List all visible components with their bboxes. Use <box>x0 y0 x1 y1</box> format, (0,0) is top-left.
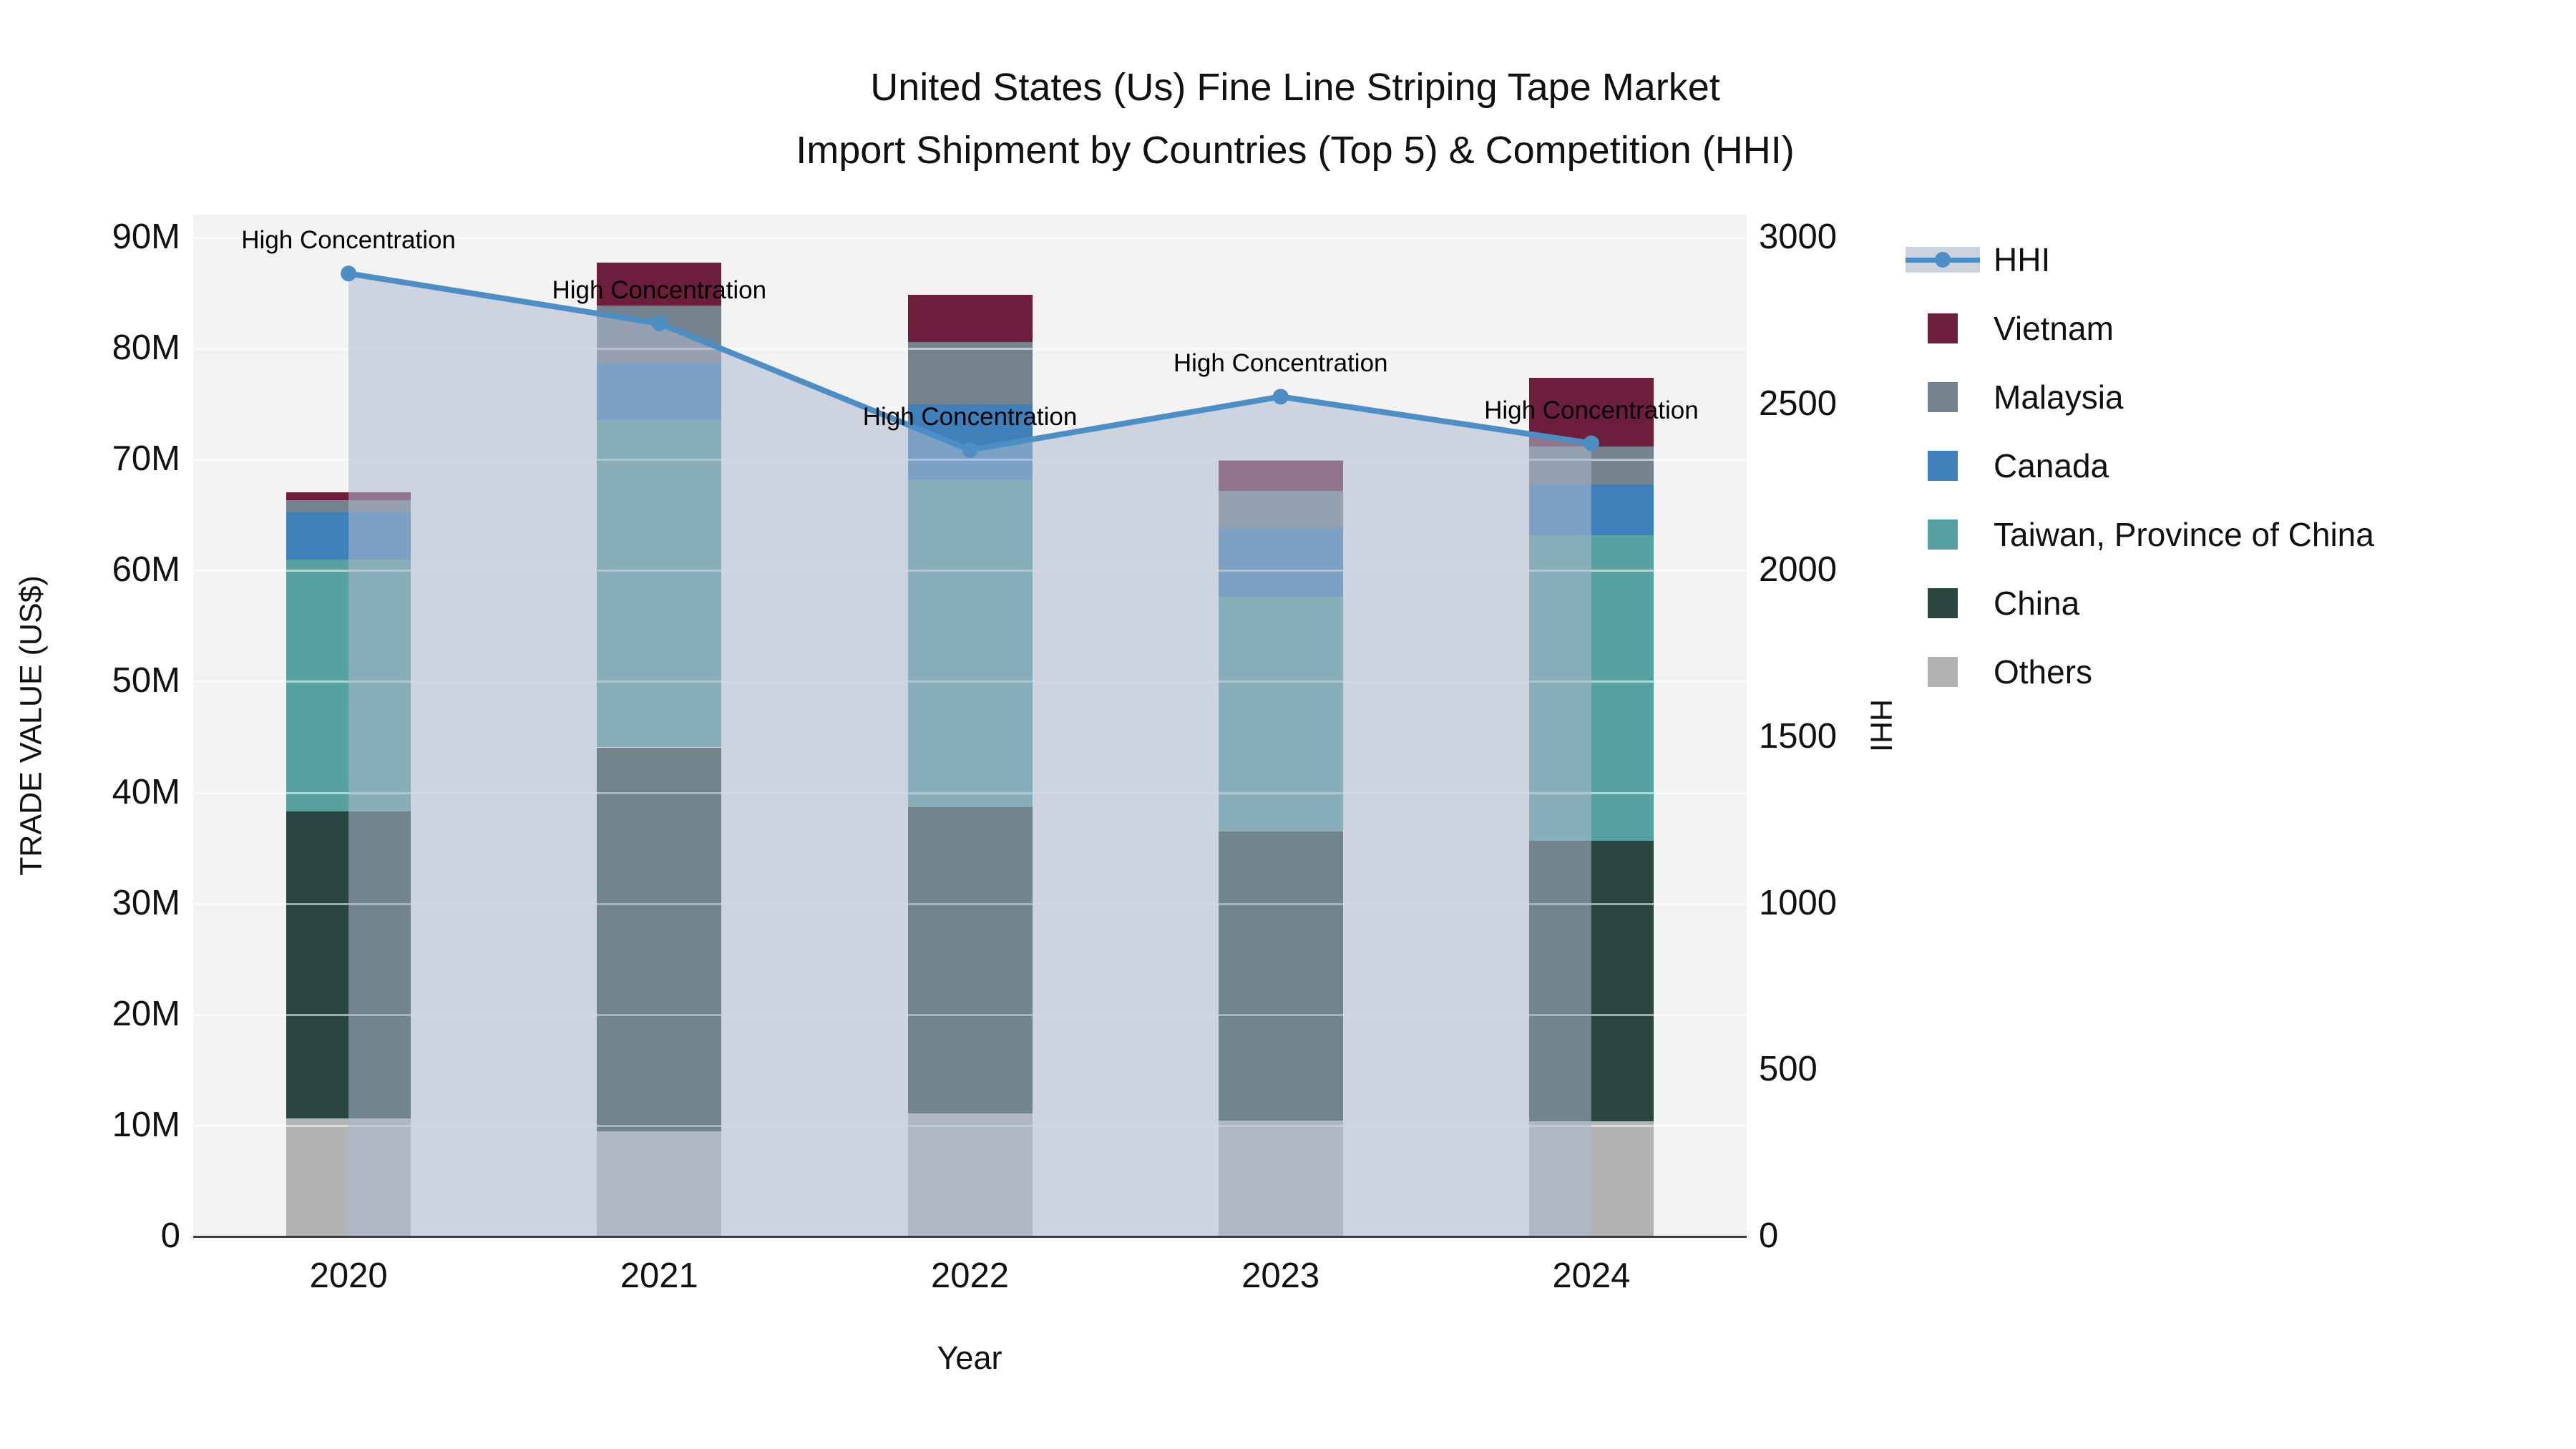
legend-swatch-icon <box>1928 451 1958 481</box>
legend-item-vietnam[interactable]: Vietnam <box>1903 294 2374 363</box>
legend-item-canada[interactable]: Canada <box>1903 431 2374 500</box>
left-tick-30M: 30M <box>112 883 180 922</box>
hhi-line-swatch-icon <box>1906 247 1980 273</box>
hhi-marker-2020[interactable] <box>341 265 357 282</box>
right-tick-0: 0 <box>1759 1216 1779 1255</box>
chart-title: United States (Us) Fine Line Striping Ta… <box>0 56 2576 182</box>
bar-segment-vietnam-2022[interactable] <box>907 294 1033 343</box>
left-tick-80M: 80M <box>112 328 180 368</box>
left-tick-40M: 40M <box>112 772 180 811</box>
annotation-high-concentration-2022: High Concentration <box>862 402 1078 431</box>
legend: HHI Vietnam Malaysia Canada Taiwan, Province… <box>1903 225 2374 706</box>
legend-item-hhi[interactable]: HHI <box>1903 225 2374 294</box>
right-tick-2000: 2000 <box>1759 550 1838 590</box>
left-tick-90M: 90M <box>112 218 180 256</box>
left-axis-title: TRADE VALUE (US$) <box>14 575 49 876</box>
legend-item-china[interactable]: China <box>1903 569 2374 638</box>
right-tick-1000: 1000 <box>1759 883 1838 922</box>
left-tick-0: 0 <box>160 1216 180 1255</box>
hhi-marker-2021[interactable] <box>651 315 668 331</box>
hhi-marker-2024[interactable] <box>1583 435 1599 452</box>
chart-title-line1: United States (Us) Fine Line Striping Ta… <box>870 66 1720 109</box>
legend-swatch-icon <box>1928 519 1958 550</box>
legend-label: Others <box>1994 653 2093 691</box>
annotation-high-concentration-2020: High Concentration <box>241 226 456 255</box>
bar-segment-vietnam-2020[interactable] <box>286 492 411 500</box>
legend-item-others[interactable]: Others <box>1903 638 2374 706</box>
legend-item-taiwan-province-of-china[interactable]: Taiwan, Province of China <box>1903 500 2374 569</box>
x-axis-title: Year <box>937 1340 1002 1376</box>
legend-label: Canada <box>1994 447 2109 484</box>
x-tick-2022: 2022 <box>930 1257 1010 1295</box>
left-tick-50M: 50M <box>112 661 180 701</box>
legend-swatch-icon <box>1928 382 1958 412</box>
x-tick-2024: 2024 <box>1552 1257 1631 1295</box>
x-tick-2023: 2023 <box>1241 1257 1320 1295</box>
right-tick-2500: 2500 <box>1759 384 1838 423</box>
right-tick-500: 500 <box>1759 1050 1818 1089</box>
x-tick-2021: 2021 <box>620 1257 698 1295</box>
hhi-marker-2023[interactable] <box>1272 389 1289 405</box>
bar-segment-malaysia-2022[interactable] <box>907 342 1033 405</box>
legend-swatch-icon <box>1928 657 1958 687</box>
hhi-swatch-dot-icon <box>1935 252 1951 268</box>
gridline-90m <box>193 237 1747 239</box>
legend-label: Taiwan, Province of China <box>1994 516 2374 553</box>
x-axis-line <box>193 1236 1747 1238</box>
plot-area: High Concentration High Concentration High… <box>193 215 1747 1236</box>
bar-segment-vietnam-2021[interactable] <box>597 262 722 306</box>
legend-label: Malaysia <box>1994 379 2124 416</box>
hhi-marker-2022[interactable] <box>962 441 978 458</box>
left-tick-10M: 10M <box>112 1105 180 1144</box>
legend-swatch-icon <box>1928 588 1958 618</box>
chart-title-line2: Import Shipment by Countries (Top 5) & C… <box>796 129 1795 172</box>
annotation-high-concentration-2023: High Concentration <box>1173 349 1388 378</box>
annotation-high-concentration-2024: High Concentration <box>1484 396 1699 424</box>
legend-label: China <box>1994 585 2080 622</box>
right-tick-1500: 1500 <box>1759 717 1838 756</box>
legend-label: HHI <box>1994 241 2051 278</box>
x-tick-2020: 2020 <box>309 1257 388 1295</box>
legend-item-malaysia[interactable]: Malaysia <box>1903 363 2374 431</box>
right-tick-3000: 3000 <box>1759 218 1838 256</box>
legend-label: Vietnam <box>1994 310 2114 347</box>
gridline-80m <box>193 348 1747 351</box>
left-tick-20M: 20M <box>112 994 180 1033</box>
left-tick-70M: 70M <box>112 439 180 479</box>
legend-swatch-icon <box>1928 313 1958 343</box>
annotation-high-concentration-2021: High Concentration <box>552 275 767 304</box>
hhi-line-layer <box>341 265 1599 1236</box>
left-tick-60M: 60M <box>112 550 180 590</box>
hhi-area-fill <box>348 273 1591 1236</box>
